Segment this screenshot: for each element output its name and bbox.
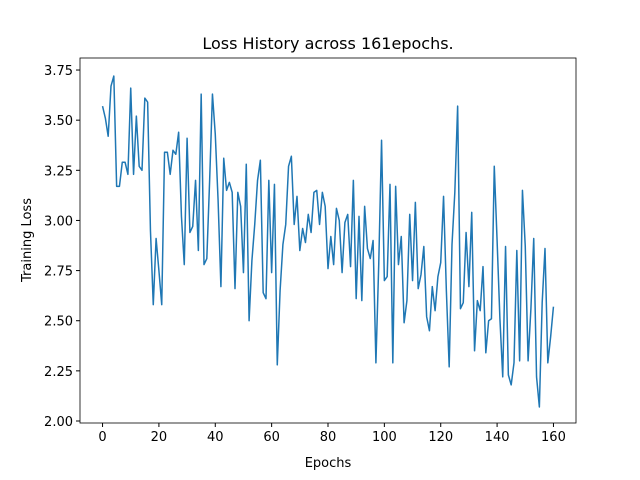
x-tick-label: 100	[372, 430, 397, 445]
y-tick-label: 2.00	[44, 415, 73, 430]
y-tick-label: 2.75	[44, 265, 73, 280]
y-tick-label: 3.75	[44, 64, 73, 79]
x-tick-label: 80	[320, 430, 337, 445]
y-tick-label: 2.25	[44, 365, 73, 380]
y-tick-label: 3.50	[44, 114, 73, 129]
y-axis-label: Training Loss	[20, 198, 35, 283]
x-tick-label: 40	[207, 430, 224, 445]
x-tick-label: 20	[151, 430, 168, 445]
y-tick-label: 2.50	[44, 315, 73, 330]
x-tick-label: 160	[541, 430, 566, 445]
y-tick-label: 3.00	[44, 214, 73, 229]
plot-frame	[79, 57, 577, 424]
line-series	[101, 75, 555, 408]
x-tick-label: 60	[263, 430, 280, 445]
x-axis-label: Epochs	[305, 456, 352, 471]
x-tick-label: 0	[98, 430, 106, 445]
x-tick-label: 140	[485, 430, 510, 445]
x-tick-label: 120	[428, 430, 453, 445]
y-tick-label: 3.25	[44, 164, 73, 179]
chart-title: Loss History across 161epochs.	[202, 34, 453, 53]
